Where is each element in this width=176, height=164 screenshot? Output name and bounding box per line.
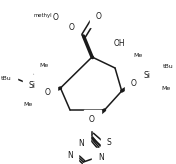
Text: Me: Me <box>39 63 49 68</box>
Text: S: S <box>106 138 111 147</box>
Text: O: O <box>45 89 51 98</box>
Text: O: O <box>130 80 136 89</box>
Text: Me: Me <box>23 102 33 107</box>
Text: O: O <box>53 12 59 21</box>
Text: methyl: methyl <box>33 13 52 19</box>
Text: O: O <box>96 12 102 21</box>
Text: Si: Si <box>28 81 35 90</box>
Text: Me: Me <box>161 86 170 91</box>
Text: N: N <box>98 154 103 163</box>
Text: Si: Si <box>143 71 150 80</box>
Text: tBu: tBu <box>1 75 12 81</box>
Text: tBu: tBu <box>163 64 174 70</box>
Text: O: O <box>89 115 95 124</box>
Text: Me: Me <box>134 53 143 58</box>
Text: N: N <box>67 151 73 160</box>
Text: N: N <box>79 140 84 148</box>
Text: OH: OH <box>114 40 126 49</box>
Text: O: O <box>69 23 75 32</box>
